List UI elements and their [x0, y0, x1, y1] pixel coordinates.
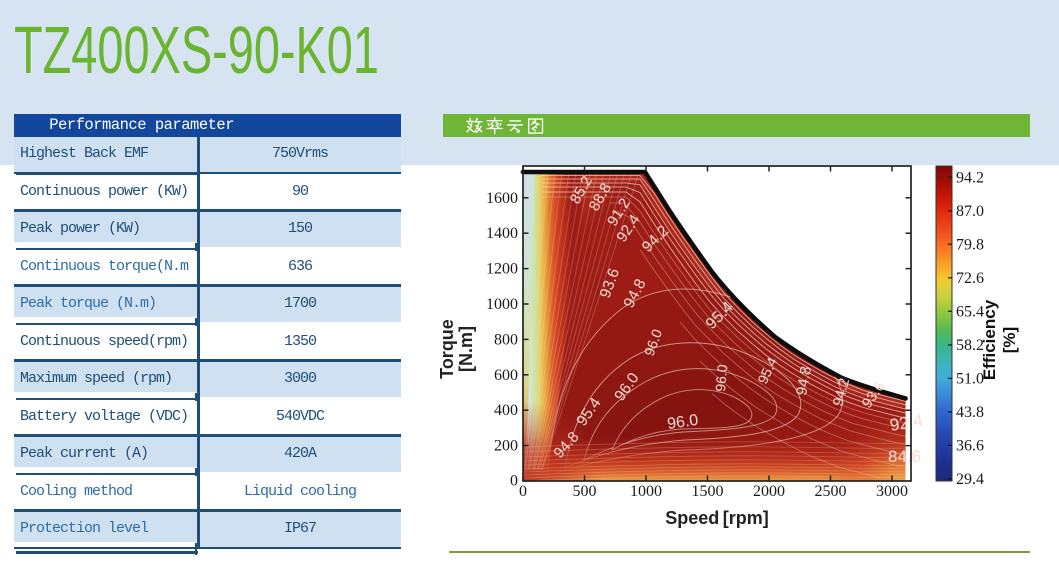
svg-text:1500: 1500	[692, 483, 724, 500]
svg-text:29.4: 29.4	[956, 471, 984, 488]
svg-text:1400: 1400	[486, 225, 518, 242]
svg-text:[%]: [%]	[1000, 327, 1019, 353]
svg-text:65.4: 65.4	[956, 303, 984, 320]
svg-text:Torque: Torque	[440, 319, 457, 379]
svg-text:94.2: 94.2	[956, 169, 984, 186]
svg-text:36.6: 36.6	[956, 437, 984, 454]
svg-text:1000: 1000	[486, 296, 518, 313]
svg-text:[N.m]: [N.m]	[456, 326, 476, 372]
svg-text:96.0: 96.0	[666, 412, 699, 433]
svg-text:800: 800	[494, 331, 518, 348]
svg-text:0: 0	[519, 483, 527, 500]
svg-text:600: 600	[494, 367, 518, 384]
svg-text:1600: 1600	[486, 190, 518, 207]
svg-text:43.8: 43.8	[956, 404, 984, 421]
svg-text:1000: 1000	[630, 483, 662, 500]
svg-text:84.6: 84.6	[888, 447, 921, 466]
svg-text:79.8: 79.8	[956, 236, 984, 253]
svg-text:Efficiency: Efficiency	[980, 299, 999, 380]
svg-text:2000: 2000	[753, 483, 785, 500]
svg-text:94.8: 94.8	[793, 365, 815, 397]
svg-text:58.2: 58.2	[956, 337, 984, 354]
svg-text:96.0: 96.0	[712, 364, 730, 393]
svg-text:2500: 2500	[815, 483, 847, 500]
svg-text:400: 400	[494, 402, 518, 419]
svg-text:51.0: 51.0	[956, 370, 984, 387]
svg-text:200: 200	[494, 438, 518, 455]
svg-text:1200: 1200	[486, 261, 518, 278]
svg-text:500: 500	[573, 483, 597, 500]
svg-text:87.0: 87.0	[956, 203, 984, 220]
svg-text:0: 0	[510, 473, 518, 490]
svg-text:94.2: 94.2	[830, 377, 853, 408]
svg-text:3000: 3000	[876, 483, 908, 500]
svg-text:Speed [rpm]: Speed [rpm]	[665, 508, 769, 528]
svg-text:72.6: 72.6	[956, 270, 984, 287]
